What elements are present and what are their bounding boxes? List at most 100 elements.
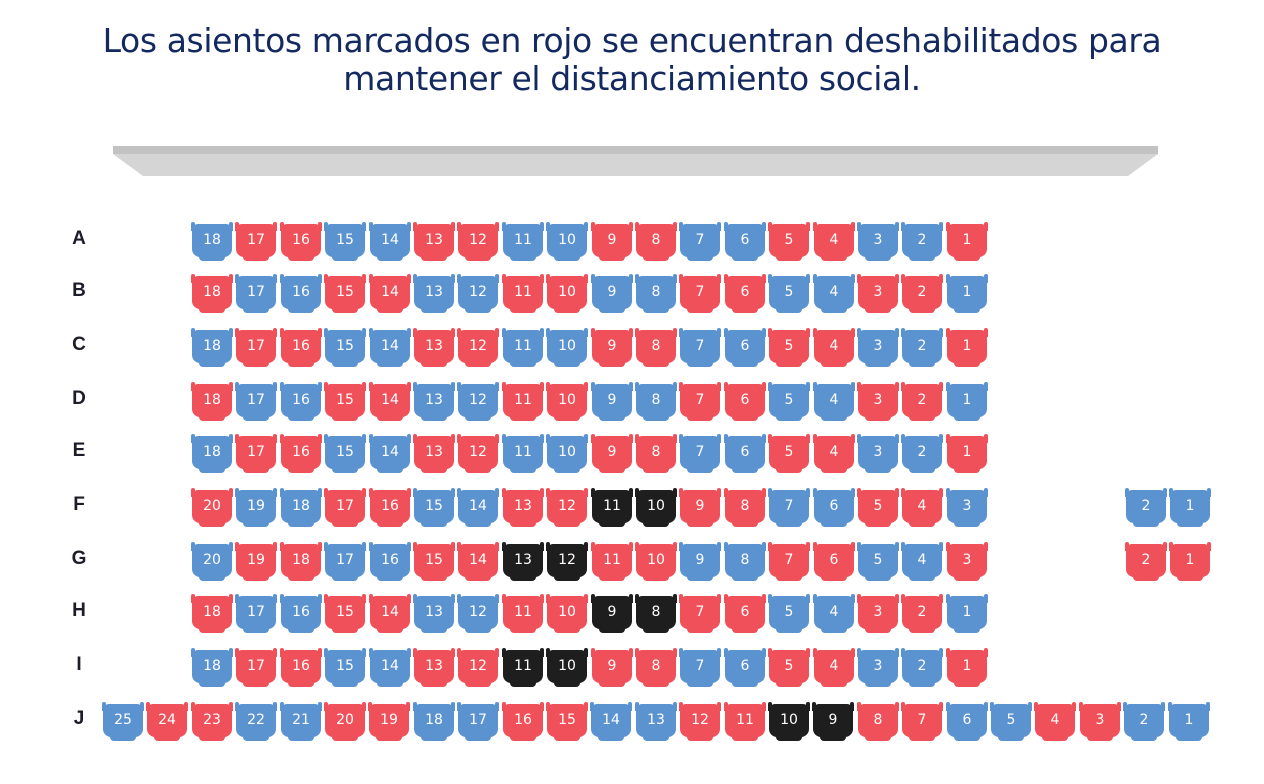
seat-g-9[interactable]: 9 xyxy=(679,542,721,581)
seat-i-7[interactable]: 7 xyxy=(679,648,721,687)
seat-b-8[interactable]: 8 xyxy=(635,274,677,313)
seat-h-8[interactable]: 8 xyxy=(635,594,677,633)
seat-e-7[interactable]: 7 xyxy=(679,434,721,473)
seat-j-8[interactable]: 8 xyxy=(857,702,899,741)
seat-e-16[interactable]: 16 xyxy=(280,434,322,473)
seat-h-15[interactable]: 15 xyxy=(324,594,366,633)
seat-h-13[interactable]: 13 xyxy=(413,594,455,633)
seat-a-1[interactable]: 1 xyxy=(946,222,988,261)
seat-h-12[interactable]: 12 xyxy=(457,594,499,633)
seat-j-12[interactable]: 12 xyxy=(679,702,721,741)
seat-c-15[interactable]: 15 xyxy=(324,328,366,367)
seat-g-14[interactable]: 14 xyxy=(457,542,499,581)
seat-j-11[interactable]: 11 xyxy=(724,702,766,741)
seat-f-16[interactable]: 16 xyxy=(369,488,411,527)
seat-b-6[interactable]: 6 xyxy=(724,274,766,313)
seat-e-1[interactable]: 1 xyxy=(946,434,988,473)
seat-e-13[interactable]: 13 xyxy=(413,434,455,473)
seat-b-5[interactable]: 5 xyxy=(768,274,810,313)
seat-d-5[interactable]: 5 xyxy=(768,382,810,421)
seat-h-2[interactable]: 2 xyxy=(901,594,943,633)
seat-a-7[interactable]: 7 xyxy=(679,222,721,261)
seat-h-10[interactable]: 10 xyxy=(546,594,588,633)
seat-j-15[interactable]: 15 xyxy=(546,702,588,741)
seat-i-5[interactable]: 5 xyxy=(768,648,810,687)
seat-j-5[interactable]: 5 xyxy=(990,702,1032,741)
seat-d-10[interactable]: 10 xyxy=(546,382,588,421)
seat-d-2[interactable]: 2 xyxy=(901,382,943,421)
seat-e-11[interactable]: 11 xyxy=(502,434,544,473)
seat-d-18[interactable]: 18 xyxy=(191,382,233,421)
seat-d-15[interactable]: 15 xyxy=(324,382,366,421)
seat-i-15[interactable]: 15 xyxy=(324,648,366,687)
seat-g-1[interactable]: 1 xyxy=(1169,542,1211,581)
seat-e-5[interactable]: 5 xyxy=(768,434,810,473)
seat-j-22[interactable]: 22 xyxy=(235,702,277,741)
seat-f-15[interactable]: 15 xyxy=(413,488,455,527)
seat-b-4[interactable]: 4 xyxy=(813,274,855,313)
seat-j-9[interactable]: 9 xyxy=(812,702,854,741)
seat-a-8[interactable]: 8 xyxy=(635,222,677,261)
seat-c-16[interactable]: 16 xyxy=(280,328,322,367)
seat-g-4[interactable]: 4 xyxy=(901,542,943,581)
seat-h-9[interactable]: 9 xyxy=(591,594,633,633)
seat-f-2[interactable]: 2 xyxy=(1125,488,1167,527)
seat-i-9[interactable]: 9 xyxy=(591,648,633,687)
seat-j-7[interactable]: 7 xyxy=(901,702,943,741)
seat-a-14[interactable]: 14 xyxy=(369,222,411,261)
seat-g-15[interactable]: 15 xyxy=(413,542,455,581)
seat-h-17[interactable]: 17 xyxy=(235,594,277,633)
seat-c-12[interactable]: 12 xyxy=(457,328,499,367)
seat-b-15[interactable]: 15 xyxy=(324,274,366,313)
seat-a-12[interactable]: 12 xyxy=(457,222,499,261)
seat-j-21[interactable]: 21 xyxy=(280,702,322,741)
seat-g-3[interactable]: 3 xyxy=(946,542,988,581)
seat-j-13[interactable]: 13 xyxy=(635,702,677,741)
seat-b-9[interactable]: 9 xyxy=(591,274,633,313)
seat-j-1[interactable]: 1 xyxy=(1168,702,1210,741)
seat-g-2[interactable]: 2 xyxy=(1125,542,1167,581)
seat-d-16[interactable]: 16 xyxy=(280,382,322,421)
seat-b-3[interactable]: 3 xyxy=(857,274,899,313)
seat-h-5[interactable]: 5 xyxy=(768,594,810,633)
seat-g-17[interactable]: 17 xyxy=(324,542,366,581)
seat-g-7[interactable]: 7 xyxy=(768,542,810,581)
seat-i-18[interactable]: 18 xyxy=(191,648,233,687)
seat-c-11[interactable]: 11 xyxy=(502,328,544,367)
seat-g-6[interactable]: 6 xyxy=(813,542,855,581)
seat-c-8[interactable]: 8 xyxy=(635,328,677,367)
seat-g-13[interactable]: 13 xyxy=(502,542,544,581)
seat-e-9[interactable]: 9 xyxy=(591,434,633,473)
seat-g-20[interactable]: 20 xyxy=(191,542,233,581)
seat-h-11[interactable]: 11 xyxy=(502,594,544,633)
seat-j-23[interactable]: 23 xyxy=(191,702,233,741)
seat-c-13[interactable]: 13 xyxy=(413,328,455,367)
seat-f-12[interactable]: 12 xyxy=(546,488,588,527)
seat-e-4[interactable]: 4 xyxy=(813,434,855,473)
seat-b-11[interactable]: 11 xyxy=(502,274,544,313)
seat-i-10[interactable]: 10 xyxy=(546,648,588,687)
seat-g-5[interactable]: 5 xyxy=(857,542,899,581)
seat-j-2[interactable]: 2 xyxy=(1123,702,1165,741)
seat-a-17[interactable]: 17 xyxy=(235,222,277,261)
seat-f-1[interactable]: 1 xyxy=(1169,488,1211,527)
seat-c-17[interactable]: 17 xyxy=(235,328,277,367)
seat-e-3[interactable]: 3 xyxy=(857,434,899,473)
seat-h-7[interactable]: 7 xyxy=(679,594,721,633)
seat-f-13[interactable]: 13 xyxy=(502,488,544,527)
seat-b-2[interactable]: 2 xyxy=(901,274,943,313)
seat-g-12[interactable]: 12 xyxy=(546,542,588,581)
seat-e-12[interactable]: 12 xyxy=(457,434,499,473)
seat-f-20[interactable]: 20 xyxy=(191,488,233,527)
seat-a-4[interactable]: 4 xyxy=(813,222,855,261)
seat-d-7[interactable]: 7 xyxy=(679,382,721,421)
seat-d-1[interactable]: 1 xyxy=(946,382,988,421)
seat-h-16[interactable]: 16 xyxy=(280,594,322,633)
seat-c-2[interactable]: 2 xyxy=(901,328,943,367)
seat-j-16[interactable]: 16 xyxy=(502,702,544,741)
seat-c-10[interactable]: 10 xyxy=(546,328,588,367)
seat-d-13[interactable]: 13 xyxy=(413,382,455,421)
seat-b-12[interactable]: 12 xyxy=(457,274,499,313)
seat-j-6[interactable]: 6 xyxy=(946,702,988,741)
seat-d-4[interactable]: 4 xyxy=(813,382,855,421)
